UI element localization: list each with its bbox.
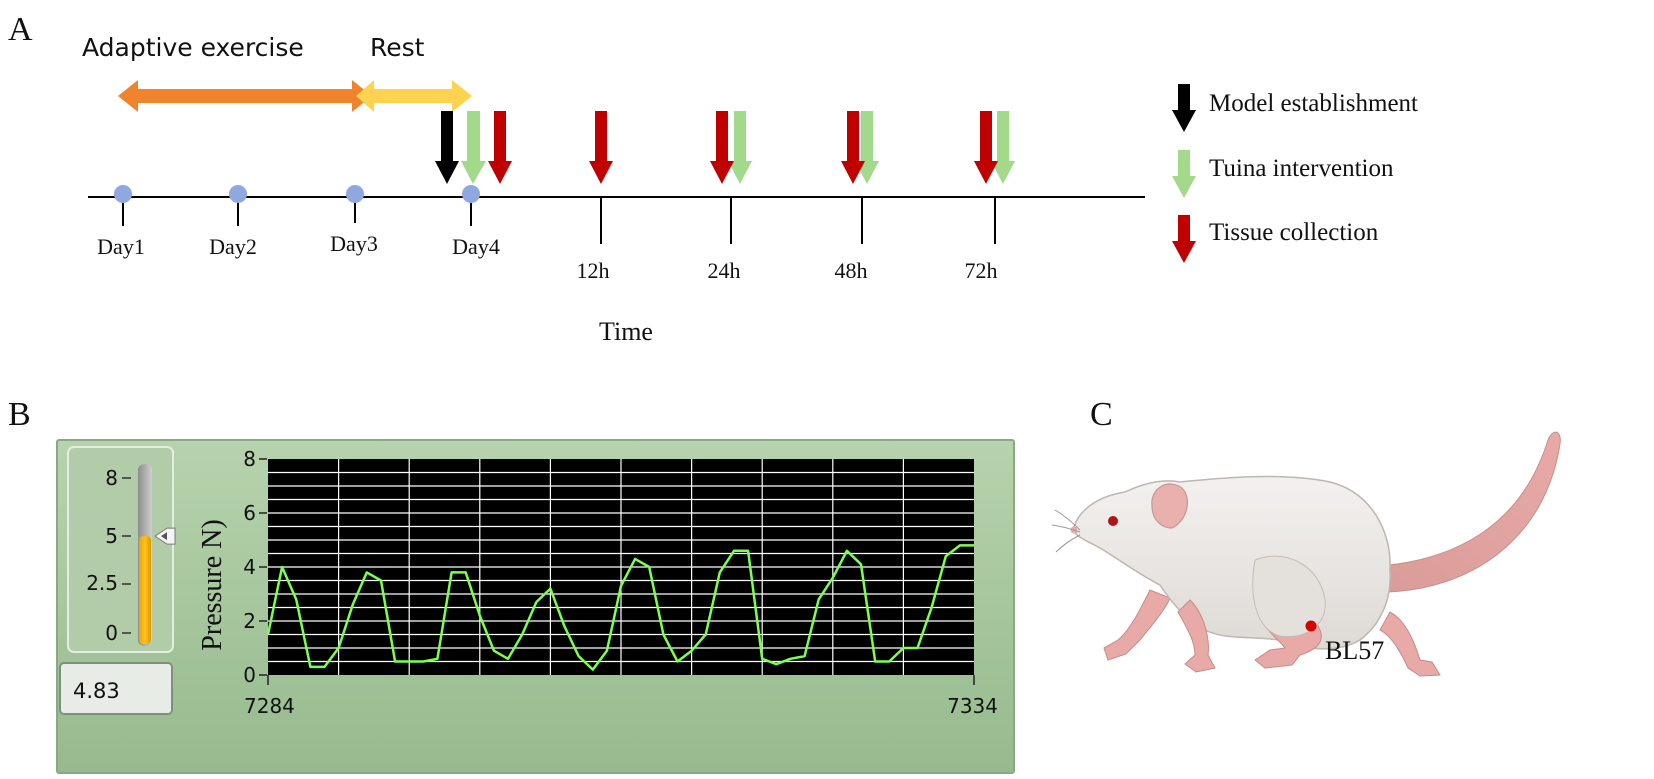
slider-fill	[139, 536, 151, 644]
x-tick-label: 7334	[947, 694, 998, 718]
slider-thumb[interactable]	[154, 527, 176, 545]
rat-illustration	[1051, 431, 1561, 677]
tuina-arrow-24h	[728, 111, 752, 184]
day4-label: Day4	[452, 234, 500, 259]
rat-eye	[1108, 516, 1118, 526]
day1-label: Day1	[97, 234, 145, 259]
slider-tick-0: 0	[105, 621, 118, 645]
y-tick-label: 6	[243, 501, 256, 525]
slider-card	[67, 446, 174, 653]
rest-label: Rest	[370, 33, 425, 62]
rat-far-front-leg	[1103, 589, 1171, 661]
panel-c-letter: C	[1090, 396, 1113, 433]
tissue-arrow-72h	[974, 111, 998, 184]
day3-label: Day3	[330, 231, 378, 256]
model-establishment-arrow	[435, 111, 459, 184]
hour-24-label: 24h	[708, 258, 741, 283]
hour-72-label: 72h	[965, 258, 998, 283]
legend-model-icon	[1172, 84, 1196, 132]
y-tick-label: 2	[243, 609, 256, 633]
rat-far-hind-leg	[1379, 611, 1441, 677]
legend-tuina-icon	[1172, 150, 1196, 198]
slider-tick-2-5: 2.5	[86, 571, 118, 595]
panel-c: C	[1051, 396, 1561, 677]
panel-a: A Adaptive exercise Rest Day1 Day2 Da	[8, 11, 1418, 346]
legend-tissue-icon	[1172, 215, 1196, 263]
legend-tissue-label: Tissue collection	[1209, 219, 1379, 246]
plot-grid	[268, 459, 974, 675]
readout-box	[59, 662, 173, 715]
rat-tail	[1379, 431, 1561, 593]
tissue-arrow-day4	[488, 111, 512, 184]
y-tick-label: 8	[243, 447, 256, 471]
pressure-series	[266, 544, 974, 671]
day2-dot	[229, 185, 247, 203]
tissue-arrow-48h	[841, 111, 865, 184]
day4-dot	[462, 185, 480, 203]
slider-tick-5: 5	[105, 524, 118, 548]
tuina-arrow-72h	[991, 111, 1015, 184]
slider-tick-8: 8	[105, 466, 118, 490]
day2-label: Day2	[209, 234, 257, 259]
tuina-arrow-day4	[461, 111, 486, 184]
hour-12-label: 12h	[577, 258, 610, 283]
exercise-phase-arrow	[118, 80, 372, 112]
panel-a-letter: A	[8, 11, 33, 48]
rest-phase-arrow	[356, 80, 472, 112]
tissue-arrow-12h	[589, 111, 613, 184]
pressure-line	[266, 544, 974, 671]
y-tick-labels: 0 2 4 6 8	[243, 447, 267, 687]
exercise-label: Adaptive exercise	[82, 33, 304, 62]
y-tick-label: 0	[243, 663, 256, 687]
rat-ear	[1151, 483, 1189, 529]
readout-value: 4.83	[73, 679, 120, 703]
rat-whiskers	[1051, 509, 1081, 553]
pressure-axis-label: Pressure N)	[197, 519, 228, 650]
hour-48-label: 48h	[835, 258, 868, 283]
x-tick-labels: 7284 7334	[244, 675, 998, 718]
rat-body	[1073, 475, 1391, 650]
day1-dot	[114, 185, 132, 203]
bl57-point	[1305, 620, 1317, 632]
day-markers	[114, 185, 480, 226]
day3-dot	[346, 185, 364, 203]
slider-tick-marks	[122, 477, 131, 634]
pressure-chart: Pressure N) 0 2 4 6 8 7284 7334	[197, 447, 998, 718]
bl57-label: BL57	[1325, 636, 1384, 665]
panel-b-letter: B	[8, 396, 31, 433]
rat-near-front-leg	[1177, 599, 1216, 673]
time-axis-title: Time	[599, 317, 653, 346]
y-tick-label: 4	[243, 555, 256, 579]
tissue-arrow-24h	[710, 111, 734, 184]
legend: Model establishment Tuina intervention T…	[1172, 84, 1418, 263]
legend-tuina-label: Tuina intervention	[1209, 155, 1394, 182]
x-tick-label: 7284	[244, 694, 295, 718]
event-arrows	[435, 111, 1015, 184]
hour-markers	[600, 197, 996, 244]
legend-model-label: Model establishment	[1209, 90, 1418, 117]
